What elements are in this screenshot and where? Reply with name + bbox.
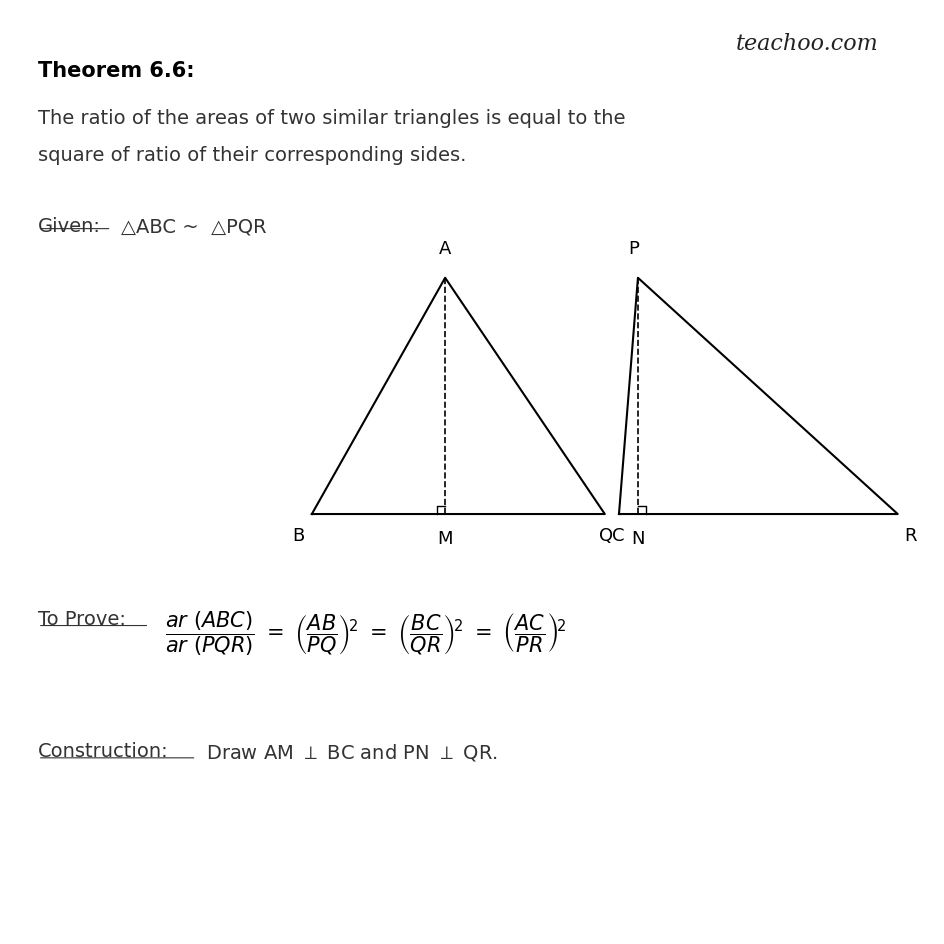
Text: Given:: Given: [38,217,101,236]
Text: square of ratio of their corresponding sides.: square of ratio of their corresponding s… [38,146,465,165]
Text: R: R [903,527,917,545]
Text: teachoo.com: teachoo.com [735,33,878,55]
Text: Draw AM $\perp$ BC and PN $\perp$ QR.: Draw AM $\perp$ BC and PN $\perp$ QR. [206,741,497,762]
Text: C: C [611,527,624,545]
Text: △ABC ~  △PQR: △ABC ~ △PQR [121,217,266,236]
Text: Construction:: Construction: [38,741,168,760]
Text: A: A [439,240,451,258]
Text: M: M [437,530,452,548]
Text: $\dfrac{ar\ (ABC)}{ar\ (PQR)}\ =\ \left(\dfrac{AB}{PQ}\right)^{\!2}\ =\ \left(\d: $\dfrac{ar\ (ABC)}{ar\ (PQR)}\ =\ \left(… [165,609,566,657]
Text: Theorem 6.6:: Theorem 6.6: [38,61,194,81]
Text: N: N [631,530,644,548]
Text: The ratio of the areas of two similar triangles is equal to the: The ratio of the areas of two similar tr… [38,109,625,127]
Text: P: P [627,240,638,258]
Text: To Prove:: To Prove: [38,609,126,628]
Text: Q: Q [598,527,612,545]
Text: B: B [293,527,304,545]
